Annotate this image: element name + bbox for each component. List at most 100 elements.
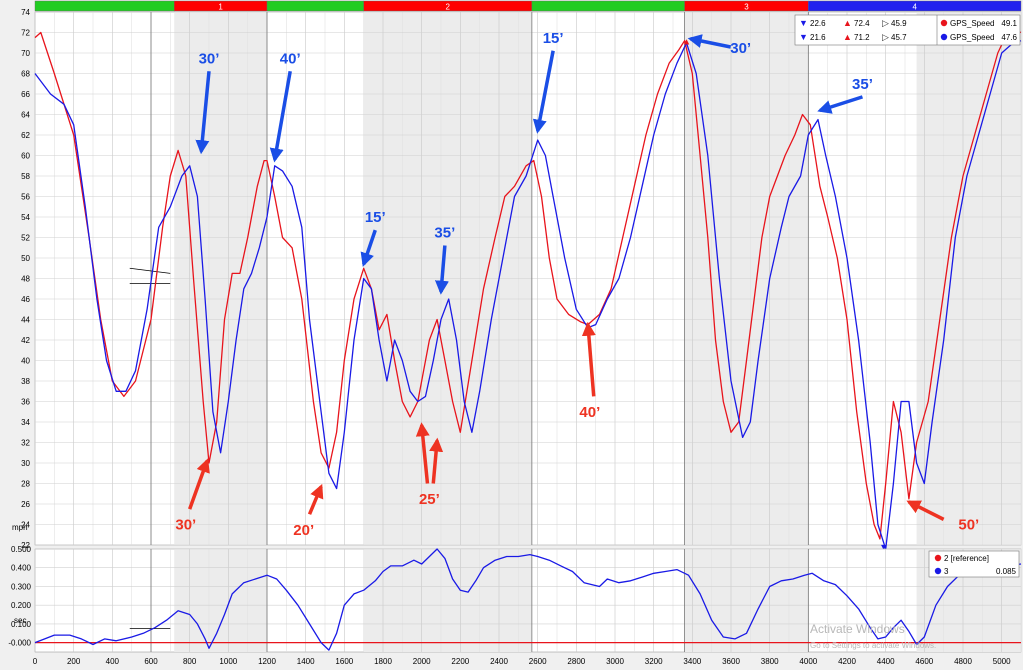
speed-y-tick-label: 58 bbox=[21, 172, 30, 181]
annotation-arrow bbox=[687, 34, 732, 49]
annotation-label-red: 50’ bbox=[958, 517, 979, 534]
watermark-subtitle: Go to Settings to activate Windows. bbox=[810, 641, 936, 650]
annotation-label-blue: 35’ bbox=[852, 76, 873, 93]
segment-4[interactable]: 2 bbox=[363, 0, 533, 12]
x-tick-label: 3600 bbox=[722, 657, 740, 666]
legend-series-value: 47.6 bbox=[1001, 33, 1017, 42]
speed-y-tick-label: 74 bbox=[21, 8, 30, 17]
segment-5[interactable] bbox=[531, 0, 685, 12]
speed-y-tick-label: 70 bbox=[21, 49, 30, 58]
annotation-arrow bbox=[195, 71, 211, 155]
x-tick-label: 3800 bbox=[761, 657, 779, 666]
x-tick-label: 3000 bbox=[606, 657, 624, 666]
legend-lap-delta: 0.085 bbox=[996, 567, 1017, 576]
speed-y-tick-label: 36 bbox=[21, 398, 30, 407]
x-tick-label: 1600 bbox=[335, 657, 353, 666]
annotation-arrow bbox=[434, 245, 449, 295]
legend-reference-label: 2 [reference] bbox=[944, 554, 989, 563]
watermark-title: Activate Windows bbox=[810, 622, 905, 636]
legend-current: 45.7 bbox=[891, 33, 907, 42]
speed-y-tick-label: 60 bbox=[21, 152, 30, 161]
annotation-arrow bbox=[415, 422, 430, 484]
annotation-label-blue: 35’ bbox=[434, 225, 455, 242]
max-triangle-icon: ▲ bbox=[843, 32, 852, 42]
x-tick-label: 3200 bbox=[645, 657, 663, 666]
time-y-tick-label: 0.500 bbox=[11, 545, 32, 554]
annotation-arrow bbox=[429, 437, 444, 484]
segment-bar[interactable]: 1 2 3 4 bbox=[34, 0, 1022, 12]
x-tick-label: 2000 bbox=[413, 657, 431, 666]
segment-label: 2 bbox=[446, 3, 451, 12]
annotation-label-blue: 40’ bbox=[280, 50, 301, 67]
x-tick-label: 3400 bbox=[683, 657, 701, 666]
annotation-label-blue: 15’ bbox=[543, 30, 564, 47]
x-tick-label: 200 bbox=[67, 657, 81, 666]
time-legend[interactable]: 2 [reference] 3 0.085 bbox=[928, 550, 1020, 578]
time-y-tick-label: 0.400 bbox=[11, 564, 32, 573]
x-tick-label: 1000 bbox=[219, 657, 237, 666]
x-tick-label: 2200 bbox=[451, 657, 469, 666]
section-shading bbox=[684, 549, 809, 652]
segment-label: 4 bbox=[912, 3, 917, 12]
segment-6[interactable]: 3 bbox=[684, 0, 809, 12]
annotation-label-blue: 30’ bbox=[199, 50, 220, 67]
x-tick-label: 2600 bbox=[529, 657, 547, 666]
x-tick-label: 2400 bbox=[490, 657, 508, 666]
annotation-arrow bbox=[532, 50, 555, 134]
annotation-label-blue: 15’ bbox=[365, 209, 386, 226]
x-tick-label: 2800 bbox=[567, 657, 585, 666]
min-marker-icon: ▼ bbox=[879, 542, 888, 552]
speed-y-tick-label: 56 bbox=[21, 193, 30, 202]
legend-row-1: ▼ 22.6 ▲ 72.4 ▷ 45.9 GPS_Speed 49.1 bbox=[799, 18, 1018, 28]
speed-legend[interactable]: ▼ 22.6 ▲ 72.4 ▷ 45.9 GPS_Speed 49.1 ▼ 21… bbox=[794, 14, 1021, 46]
min-triangle-icon: ▼ bbox=[799, 18, 808, 28]
annotation-arrow bbox=[269, 70, 292, 163]
segment-7[interactable]: 4 bbox=[808, 0, 1022, 12]
annotation-arrow bbox=[307, 483, 324, 515]
time-y-tick-label: 0.200 bbox=[11, 601, 32, 610]
speed-y-tick-label: 42 bbox=[21, 336, 30, 345]
speed-y-tick-label: 44 bbox=[21, 316, 30, 325]
segment-2[interactable]: 1 bbox=[173, 0, 268, 12]
annotation-arrow bbox=[906, 500, 945, 521]
speed-series-2 bbox=[34, 40, 1022, 550]
legend-series-value: 49.1 bbox=[1001, 19, 1017, 28]
speed-y-tick-label: 50 bbox=[21, 254, 30, 263]
x-tick-label: 4200 bbox=[838, 657, 856, 666]
x-tick-label: 4800 bbox=[954, 657, 972, 666]
annotation-arrow bbox=[817, 95, 864, 114]
cursor-markers bbox=[129, 267, 171, 285]
current-triangle-icon: ▷ bbox=[882, 32, 889, 42]
segment-1[interactable] bbox=[34, 0, 175, 12]
series-dot-icon bbox=[940, 33, 948, 41]
speed-y-unit: mph bbox=[12, 523, 28, 532]
x-tick-label: 5000 bbox=[993, 657, 1011, 666]
time-y-tick-label: -0.000 bbox=[8, 639, 31, 648]
speed-y-tick-label: 26 bbox=[21, 500, 30, 509]
speed-y-tick-label: 28 bbox=[21, 480, 30, 489]
time-y-unit: sec bbox=[14, 616, 26, 625]
speed-y-tick-label: 30 bbox=[21, 459, 30, 468]
segment-3[interactable] bbox=[266, 0, 364, 12]
speed-y-tick-label: 46 bbox=[21, 295, 30, 304]
annotation-label-red: 30’ bbox=[175, 517, 196, 534]
x-tick-label: 1400 bbox=[297, 657, 315, 666]
x-tick-label: 4000 bbox=[799, 657, 817, 666]
x-tick-label: 1200 bbox=[258, 657, 276, 666]
speed-y-tick-label: 68 bbox=[21, 70, 30, 79]
max-marker-icon: ▲ bbox=[682, 37, 691, 47]
speed-y-tick-label: 54 bbox=[21, 213, 30, 222]
annotation-arrow bbox=[360, 229, 377, 267]
x-tick-label: 600 bbox=[144, 657, 158, 666]
annotation-arrow bbox=[188, 458, 210, 510]
legend-lap-label: 3 bbox=[944, 567, 949, 576]
legend-row-2: ▼ 21.6 ▲ 71.2 ▷ 45.7 GPS_Speed 47.6 bbox=[799, 32, 1018, 42]
time-y-tick-label: 0.300 bbox=[11, 582, 32, 591]
max-triangle-icon: ▲ bbox=[843, 18, 852, 28]
annotation-label-red: 40’ bbox=[579, 404, 600, 421]
legend-max: 71.2 bbox=[854, 33, 870, 42]
segment-label: 3 bbox=[744, 3, 749, 12]
speed-y-tick-label: 32 bbox=[21, 439, 30, 448]
series-dot-icon bbox=[940, 19, 948, 27]
